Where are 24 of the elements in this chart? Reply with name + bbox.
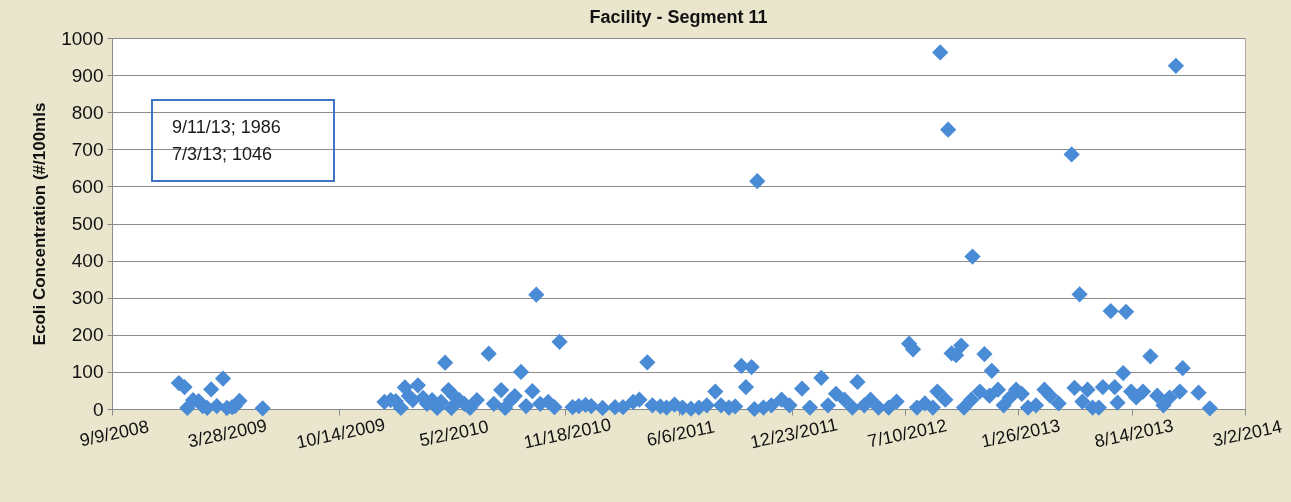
y-tick-label: 200: [71, 324, 104, 346]
x-tick-label: 8/14/2013: [1092, 415, 1176, 452]
y-tick-label: 700: [71, 138, 104, 160]
annotation: 9/11/13; 1986: [172, 117, 281, 137]
y-tick-label: 800: [71, 101, 104, 123]
x-tick-label: 1/26/2013: [979, 415, 1062, 452]
y-tick-label: 900: [71, 64, 104, 86]
y-tick-label: 600: [71, 175, 104, 197]
y-tick-label: 1000: [61, 27, 104, 49]
x-tick-label: 3/28/2009: [186, 415, 269, 452]
annotation: 7/3/13; 1046: [172, 144, 273, 164]
y-axis-title: Ecoli Concentration (#/100mls: [30, 102, 50, 346]
x-tick-label: 3/2/2014: [1210, 416, 1284, 451]
y-tick-label: 400: [71, 250, 104, 272]
y-tick-label: 500: [71, 213, 104, 234]
x-tick-label: 10/14/2009: [294, 414, 387, 453]
y-tick-label: 100: [71, 361, 104, 383]
chart-title: Facility - Segment 11: [589, 7, 768, 27]
y-tick-label: 300: [71, 287, 104, 309]
x-tick-label: 6/6/2011: [644, 416, 717, 451]
x-tick-label: 7/10/2012: [866, 415, 949, 452]
x-tick-label: 11/18/2010: [521, 414, 613, 453]
x-tick-label: 5/2/2010: [417, 416, 491, 451]
x-tick-label: 12/23/2011: [748, 414, 840, 453]
